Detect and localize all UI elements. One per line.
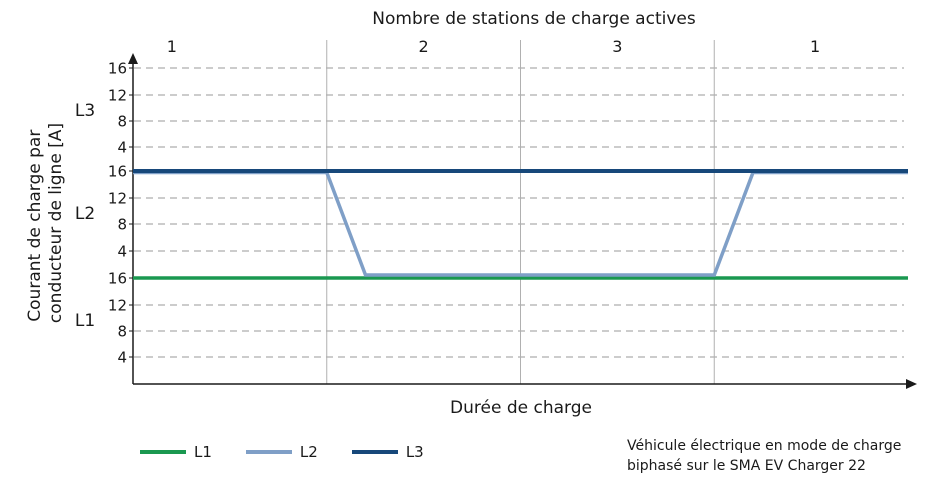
y-tick-l3-12: 12 <box>108 87 127 105</box>
legend-label-l3: L3 <box>405 443 424 461</box>
y-tick-l3-8: 8 <box>117 113 127 131</box>
legend: L1 L2 L3 <box>140 441 458 463</box>
y-tick-l2-12: 12 <box>108 190 127 208</box>
x-axis-arrow <box>906 379 917 389</box>
y-tick-l1-8: 8 <box>117 323 127 341</box>
y-axis-title-line2: conducteur de ligne [A] <box>46 123 66 323</box>
legend-item-l1: L1 <box>140 443 212 461</box>
y-tick-l2-16: 16 <box>108 163 127 181</box>
top-axis-label-3: 1 <box>810 37 820 56</box>
note-line-1: Véhicule électrique en mode de charge <box>627 438 902 454</box>
vertical-gridlines <box>326 40 715 384</box>
y-tick-l3-16: 16 <box>108 60 127 78</box>
phase-band-labels: L3 L2 L1 <box>75 101 95 331</box>
legend-swatch-l3 <box>351 450 398 454</box>
y-axis-title-line1: Courant de charge par <box>25 130 45 322</box>
y-axis-title: Courant de charge par conducteur de lign… <box>25 123 66 323</box>
y-tick-labels: 16 12 8 4 16 12 8 4 16 12 8 4 <box>108 60 133 367</box>
top-axis-label-1: 2 <box>419 37 429 56</box>
legend-item-l3: L3 <box>351 443 424 461</box>
legend-label-l1: L1 <box>194 443 212 461</box>
series-lines <box>133 169 908 280</box>
band-label-l3: L3 <box>75 101 95 121</box>
top-axis-title: Nombre de stations de charge actives <box>372 9 696 29</box>
y-tick-l2-8: 8 <box>117 216 127 234</box>
y-tick-l1-16: 16 <box>108 270 127 288</box>
band-label-l2: L2 <box>75 204 95 224</box>
top-axis-label-2: 3 <box>612 37 622 56</box>
legend-label-l2: L2 <box>299 443 318 461</box>
y-tick-l1-12: 12 <box>108 297 127 315</box>
y-tick-l3-4: 4 <box>117 139 127 157</box>
legend-swatch-l1 <box>140 450 186 454</box>
horizontal-gridlines <box>134 67 904 358</box>
x-axis-title: Durée de charge <box>450 398 592 418</box>
legend-item-l2: L2 <box>245 443 318 461</box>
top-axis-label-0: 1 <box>167 37 177 56</box>
y-axis-arrow <box>128 53 138 64</box>
y-tick-l1-4: 4 <box>117 349 127 367</box>
chart-note: Véhicule électrique en mode de charge bi… <box>627 436 937 476</box>
note-line-2: biphasé sur le SMA EV Charger 22 <box>627 458 866 474</box>
top-axis-labels: 1 2 3 1 <box>167 37 820 56</box>
band-label-l1: L1 <box>75 311 95 331</box>
y-tick-l2-4: 4 <box>117 243 127 261</box>
legend-swatch-l2 <box>245 450 292 454</box>
